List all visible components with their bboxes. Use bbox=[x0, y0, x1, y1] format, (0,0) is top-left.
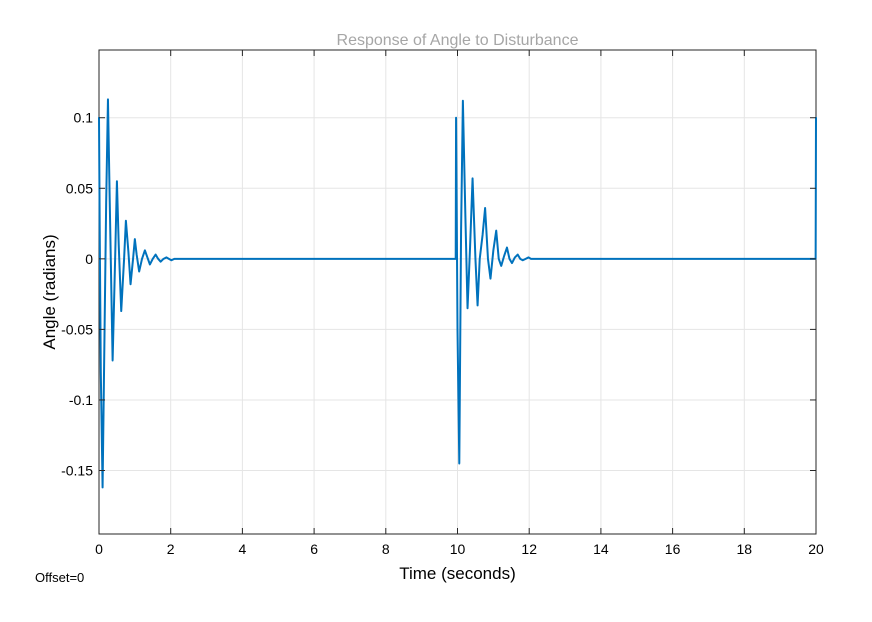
x-tick-label: 6 bbox=[310, 541, 318, 557]
x-tick-label: 12 bbox=[521, 541, 537, 557]
series-line bbox=[98, 98, 817, 489]
y-tick-label: 0.1 bbox=[74, 110, 94, 126]
x-tick-label: 0 bbox=[95, 541, 103, 557]
x-tick-label: 2 bbox=[167, 541, 175, 557]
x-tick-label: 18 bbox=[737, 541, 753, 557]
x-tick-label: 10 bbox=[450, 541, 466, 557]
y-tick-label: -0.15 bbox=[61, 463, 93, 479]
x-tick-label: 16 bbox=[665, 541, 681, 557]
y-tick-label: -0.1 bbox=[69, 392, 93, 408]
x-tick-label: 14 bbox=[593, 541, 609, 557]
chart-title: Response of Angle to Disturbance bbox=[337, 32, 579, 49]
x-tick-label: 20 bbox=[808, 541, 824, 557]
data-series-layer bbox=[98, 98, 817, 489]
x-tick-label: 4 bbox=[239, 541, 247, 557]
y-tick-label: 0 bbox=[85, 251, 93, 267]
x-axis-label: Time (seconds) bbox=[399, 564, 516, 583]
offset-note: Offset=0 bbox=[35, 570, 84, 585]
x-tick-label: 8 bbox=[382, 541, 390, 557]
y-tick-label: -0.05 bbox=[61, 321, 93, 337]
y-tick-label: 0.05 bbox=[66, 180, 93, 196]
y-axis-label: Angle (radians) bbox=[40, 234, 59, 349]
tick-labels: 0 2 4 6 8 10 12 14 16 18 20 0.1 0.05 0 -0.05 -0.1 -0.15 bbox=[61, 50, 824, 557]
